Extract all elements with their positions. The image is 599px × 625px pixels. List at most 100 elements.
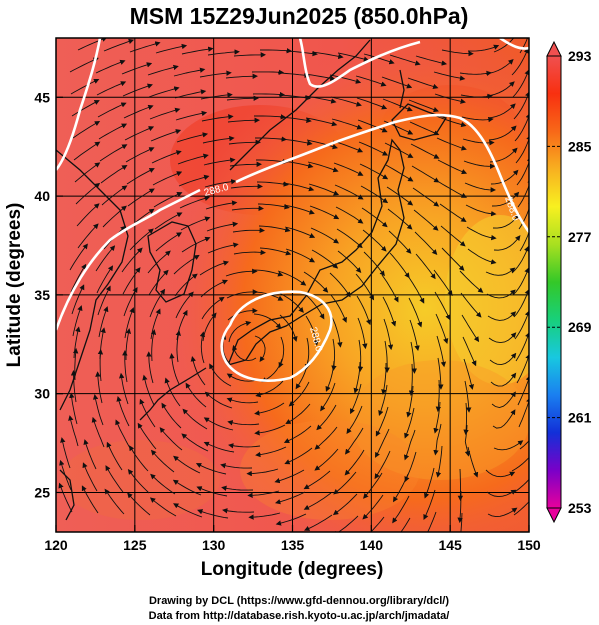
streamline <box>303 73 336 81</box>
streamline <box>164 377 181 407</box>
x-tick-label: 130 <box>202 537 226 553</box>
streamline <box>467 248 497 265</box>
streamline <box>70 370 77 403</box>
streamline <box>433 423 442 456</box>
streamline <box>248 512 281 520</box>
streamline <box>305 315 319 346</box>
streamline <box>69 243 88 271</box>
streamline <box>226 95 259 101</box>
streamline <box>329 272 351 298</box>
streamline <box>75 182 101 205</box>
streamline <box>486 489 517 498</box>
streamline <box>490 372 517 387</box>
streamline <box>356 295 372 326</box>
streamline <box>423 489 436 520</box>
streamline <box>119 372 129 405</box>
streamline <box>491 391 516 408</box>
streamline <box>256 181 289 187</box>
streamline <box>466 226 497 241</box>
streamline <box>99 144 128 162</box>
streamline <box>91 416 105 448</box>
streamline <box>207 242 239 254</box>
streamline <box>150 473 176 495</box>
streamline <box>409 319 420 352</box>
streamline <box>278 94 311 101</box>
streamline <box>227 308 258 321</box>
streamline <box>457 468 464 502</box>
streamline <box>407 275 425 304</box>
streamline <box>492 213 520 229</box>
colorbar-tick-label: 261 <box>568 410 592 426</box>
streamline <box>381 274 399 303</box>
streamline <box>280 138 313 146</box>
streamline <box>353 361 361 394</box>
streamline <box>123 104 154 119</box>
streamline <box>254 424 286 436</box>
streamline <box>331 118 363 130</box>
streamline <box>201 114 234 122</box>
streamline <box>487 311 517 321</box>
streamline <box>378 384 388 417</box>
streamline <box>122 267 141 295</box>
y-tick-label: 25 <box>34 484 50 500</box>
colorbar: 293 285 277 269 261 253 <box>546 40 592 524</box>
streamline <box>311 51 344 60</box>
streamline <box>304 95 337 104</box>
streamline <box>303 470 331 490</box>
streamline <box>310 227 340 244</box>
streamline <box>226 397 259 404</box>
streamline <box>180 216 211 231</box>
streamline <box>149 107 181 120</box>
streamline <box>159 427 183 451</box>
x-axis-label: Longitude (degrees) <box>201 559 384 580</box>
streamline <box>464 182 496 193</box>
streamline <box>362 494 384 520</box>
streamline <box>233 52 267 58</box>
streamline <box>284 447 313 465</box>
streamline <box>485 59 514 75</box>
streamline <box>513 501 529 516</box>
streamline <box>435 379 442 413</box>
streamline <box>357 339 364 372</box>
streamline <box>384 142 414 158</box>
streamline <box>260 48 293 54</box>
streamline <box>221 485 254 491</box>
streamline <box>400 517 411 532</box>
streamline <box>283 425 312 443</box>
streamline <box>227 420 260 426</box>
streamline <box>460 512 463 532</box>
streamline <box>288 381 310 407</box>
streamline <box>92 394 104 426</box>
streamline <box>150 129 182 142</box>
streamlines <box>58 38 529 532</box>
streamline <box>463 402 469 436</box>
streamline <box>76 203 100 227</box>
streamline <box>435 313 449 344</box>
streamline <box>385 164 414 182</box>
streamline <box>176 132 209 143</box>
streamline <box>459 270 484 293</box>
streamline <box>175 330 181 363</box>
streamline <box>344 449 365 476</box>
streamline <box>206 221 239 232</box>
streamline <box>101 185 128 206</box>
streamline <box>122 350 128 383</box>
streamline <box>363 251 385 277</box>
streamline <box>173 67 206 77</box>
y-tick-label: 35 <box>34 287 50 303</box>
streamline <box>207 49 240 56</box>
streamline <box>256 158 288 165</box>
streamline <box>205 200 238 210</box>
streamline <box>98 123 128 140</box>
streamline <box>195 463 227 475</box>
streamline <box>462 336 477 367</box>
streamline <box>232 344 257 362</box>
streamline <box>336 228 363 249</box>
streamline <box>441 49 474 57</box>
streamline <box>274 469 305 484</box>
colorbar-bottom-arrow <box>546 507 562 524</box>
streamline <box>359 163 389 180</box>
credit-data: Data from http://database.rish.kyoto-u.a… <box>149 610 450 622</box>
streamline <box>303 492 332 510</box>
streamline <box>335 206 364 224</box>
